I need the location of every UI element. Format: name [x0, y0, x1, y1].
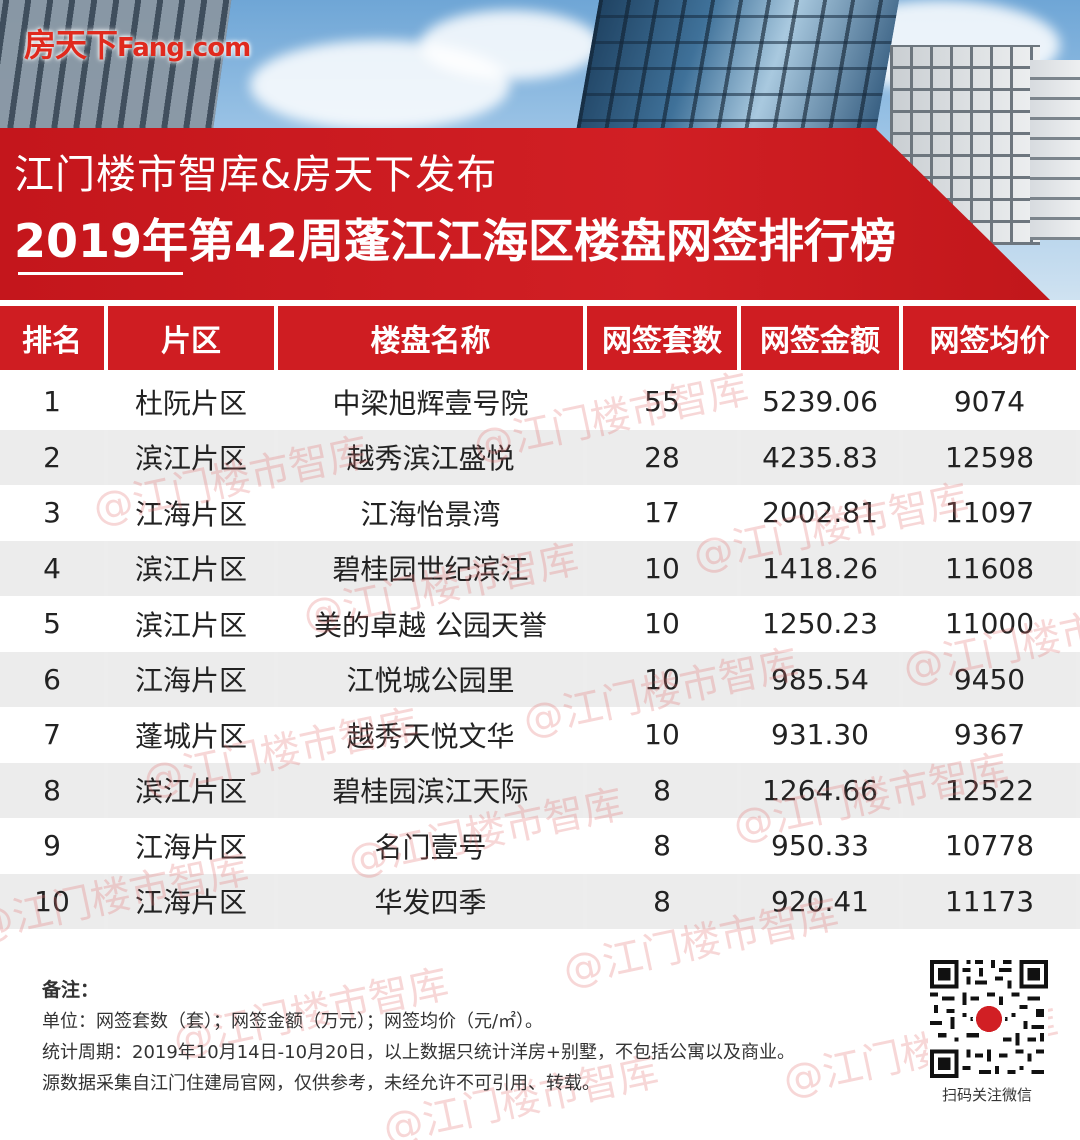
- cell-project: 华发四季: [278, 873, 583, 929]
- column-header-avg-price: 网签均价: [903, 306, 1076, 370]
- notes-unit: 单位：网签套数（套）；网签金额（万元）；网签均价（元/㎡）。: [42, 1011, 544, 1032]
- cell-district: 滨江片区: [108, 540, 274, 596]
- cell-units: 10: [644, 718, 680, 752]
- table-row: 6 江海片区 江悦城公园里 10 985.54 9450: [0, 651, 1080, 707]
- cell-project: 碧桂园滨江天际: [278, 762, 583, 818]
- cell-rank: 10: [0, 873, 104, 929]
- cell-district: 江海片区: [108, 873, 274, 929]
- table-row: 9 江海片区 名门壹号 8 950.33 10778: [0, 818, 1080, 874]
- cell-units: 17: [644, 496, 680, 530]
- cell-units: 8: [587, 762, 737, 818]
- cell-district: 滨江片区: [108, 762, 274, 818]
- fang-logo: 房天下 Fang.com: [24, 20, 251, 64]
- qr-label: 扫码关注微信: [941, 1086, 1032, 1104]
- footnotes: 备注： 单位：网签套数（套）；网签金额（万元）；网签均价（元/㎡）。 统计周期：…: [42, 975, 795, 1099]
- table-row: 1 杜阮片区 中梁旭辉壹号院 55 5239.06 9074: [0, 374, 1080, 430]
- cell-avg-price: 11000: [944, 607, 1035, 641]
- table-row: 3 江海片区 江海怡景湾 17 2002.81 11097: [0, 485, 1080, 541]
- cell-district: 蓬城片区: [134, 719, 247, 753]
- cell-amount: 931.30: [771, 718, 869, 752]
- cell-units: 10: [644, 607, 680, 641]
- table-header: 排名 片区 楼盘名称 网签套数 网签金额 网签均价: [0, 306, 1080, 370]
- cell-rank: 6: [0, 651, 104, 707]
- cell-avg-price: 12598: [903, 429, 1076, 485]
- cell-rank: 5: [43, 607, 61, 641]
- table-row: 10 江海片区 华发四季 8 920.41 11173: [0, 873, 1080, 929]
- notes-source: 源数据采集自江门住建局官网，仅供参考，未经允许不可引用、转载。: [42, 1073, 600, 1094]
- cell-district: 江海片区: [134, 497, 247, 531]
- cell-avg-price: 9450: [903, 651, 1076, 707]
- cell-amount: 1418.26: [741, 540, 899, 596]
- table-body: 1 杜阮片区 中梁旭辉壹号院 55 5239.06 9074 2 滨江片区 越秀…: [0, 374, 1080, 929]
- notes-period: 统计周期：2019年10月14日-10月20日，以上数据只统计洋房+别墅，不包括…: [42, 1042, 795, 1063]
- cell-units: 10: [587, 540, 737, 596]
- cell-project: 越秀天悦文华: [346, 719, 515, 753]
- cell-avg-price: 11173: [903, 873, 1076, 929]
- cell-amount: 4235.83: [741, 429, 899, 485]
- cell-project: 名门壹号: [374, 830, 487, 864]
- table-row: 5 滨江片区 美的卓越 公园天誉 10 1250.23 11000: [0, 596, 1080, 652]
- column-header-project: 楼盘名称: [278, 306, 583, 370]
- column-header-district: 片区: [108, 306, 274, 370]
- cell-rank: 3: [43, 496, 61, 530]
- logo-text-en: Fang.com: [117, 33, 251, 63]
- cell-amount: 985.54: [741, 651, 899, 707]
- cell-avg-price: 11608: [903, 540, 1076, 596]
- cell-avg-price: 11097: [944, 496, 1035, 530]
- cell-avg-price: 9367: [953, 718, 1026, 752]
- cell-units: 8: [653, 829, 671, 863]
- cell-amount: 950.33: [771, 829, 869, 863]
- cell-project: 中梁旭辉壹号院: [332, 386, 529, 420]
- cell-district: 滨江片区: [108, 429, 274, 485]
- cell-district: 滨江片区: [134, 608, 247, 642]
- cell-avg-price: 12522: [903, 762, 1076, 818]
- cell-rank: 1: [43, 385, 61, 419]
- cell-amount: 2002.81: [762, 496, 878, 530]
- notes-heading: 备注：: [42, 979, 100, 1001]
- table-row: 2 滨江片区 越秀滨江盛悦 28 4235.83 12598: [0, 429, 1080, 485]
- cell-project: 碧桂园世纪滨江: [278, 540, 583, 596]
- cell-project: 江悦城公园里: [278, 651, 583, 707]
- column-header-units: 网签套数: [587, 306, 737, 370]
- qr-code-icon[interactable]: [928, 958, 1048, 1078]
- table-row: 7 蓬城片区 越秀天悦文华 10 931.30 9367: [0, 707, 1080, 763]
- cell-rank: 4: [0, 540, 104, 596]
- ranking-table: 排名 片区 楼盘名称 网签套数 网签金额 网签均价 1 杜阮片区 中梁旭辉壹号院…: [0, 306, 1080, 929]
- column-header-amount: 网签金额: [741, 306, 899, 370]
- cell-project: 越秀滨江盛悦: [278, 429, 583, 485]
- cell-rank: 8: [0, 762, 104, 818]
- page-subtitle: 江门楼市智库&房天下发布: [14, 152, 498, 198]
- cloud-decoration: [420, 10, 600, 80]
- cell-avg-price: 10778: [944, 829, 1035, 863]
- cell-district: 江海片区: [134, 830, 247, 864]
- cell-amount: 5239.06: [762, 385, 878, 419]
- table-row: 8 滨江片区 碧桂园滨江天际 8 1264.66 12522: [0, 762, 1080, 818]
- cell-rank: 2: [0, 429, 104, 485]
- cell-amount: 1250.23: [762, 607, 878, 641]
- building-far-right-image: [1030, 60, 1080, 240]
- cell-rank: 9: [43, 829, 61, 863]
- cell-rank: 7: [43, 718, 61, 752]
- logo-text-cn: 房天下: [24, 26, 118, 64]
- table-row: 4 滨江片区 碧桂园世纪滨江 10 1418.26 11608: [0, 540, 1080, 596]
- title-underline: [18, 272, 183, 275]
- cell-project: 江海怡景湾: [360, 497, 501, 531]
- cell-units: 8: [587, 873, 737, 929]
- cell-units: 28: [587, 429, 737, 485]
- cell-units: 55: [644, 385, 680, 419]
- column-header-rank: 排名: [0, 306, 104, 370]
- page-title: 2019年第42周蓬江江海区楼盘网签排行榜: [14, 214, 897, 268]
- cell-district: 江海片区: [108, 651, 274, 707]
- cell-amount: 920.41: [741, 873, 899, 929]
- title-panel: [0, 128, 1050, 300]
- qr-code-graphic: [930, 960, 1048, 1078]
- cell-project: 美的卓越 公园天誉: [314, 608, 547, 642]
- cell-units: 10: [587, 651, 737, 707]
- cell-avg-price: 9074: [953, 385, 1026, 419]
- cell-amount: 1264.66: [741, 762, 899, 818]
- cell-district: 杜阮片区: [134, 386, 247, 420]
